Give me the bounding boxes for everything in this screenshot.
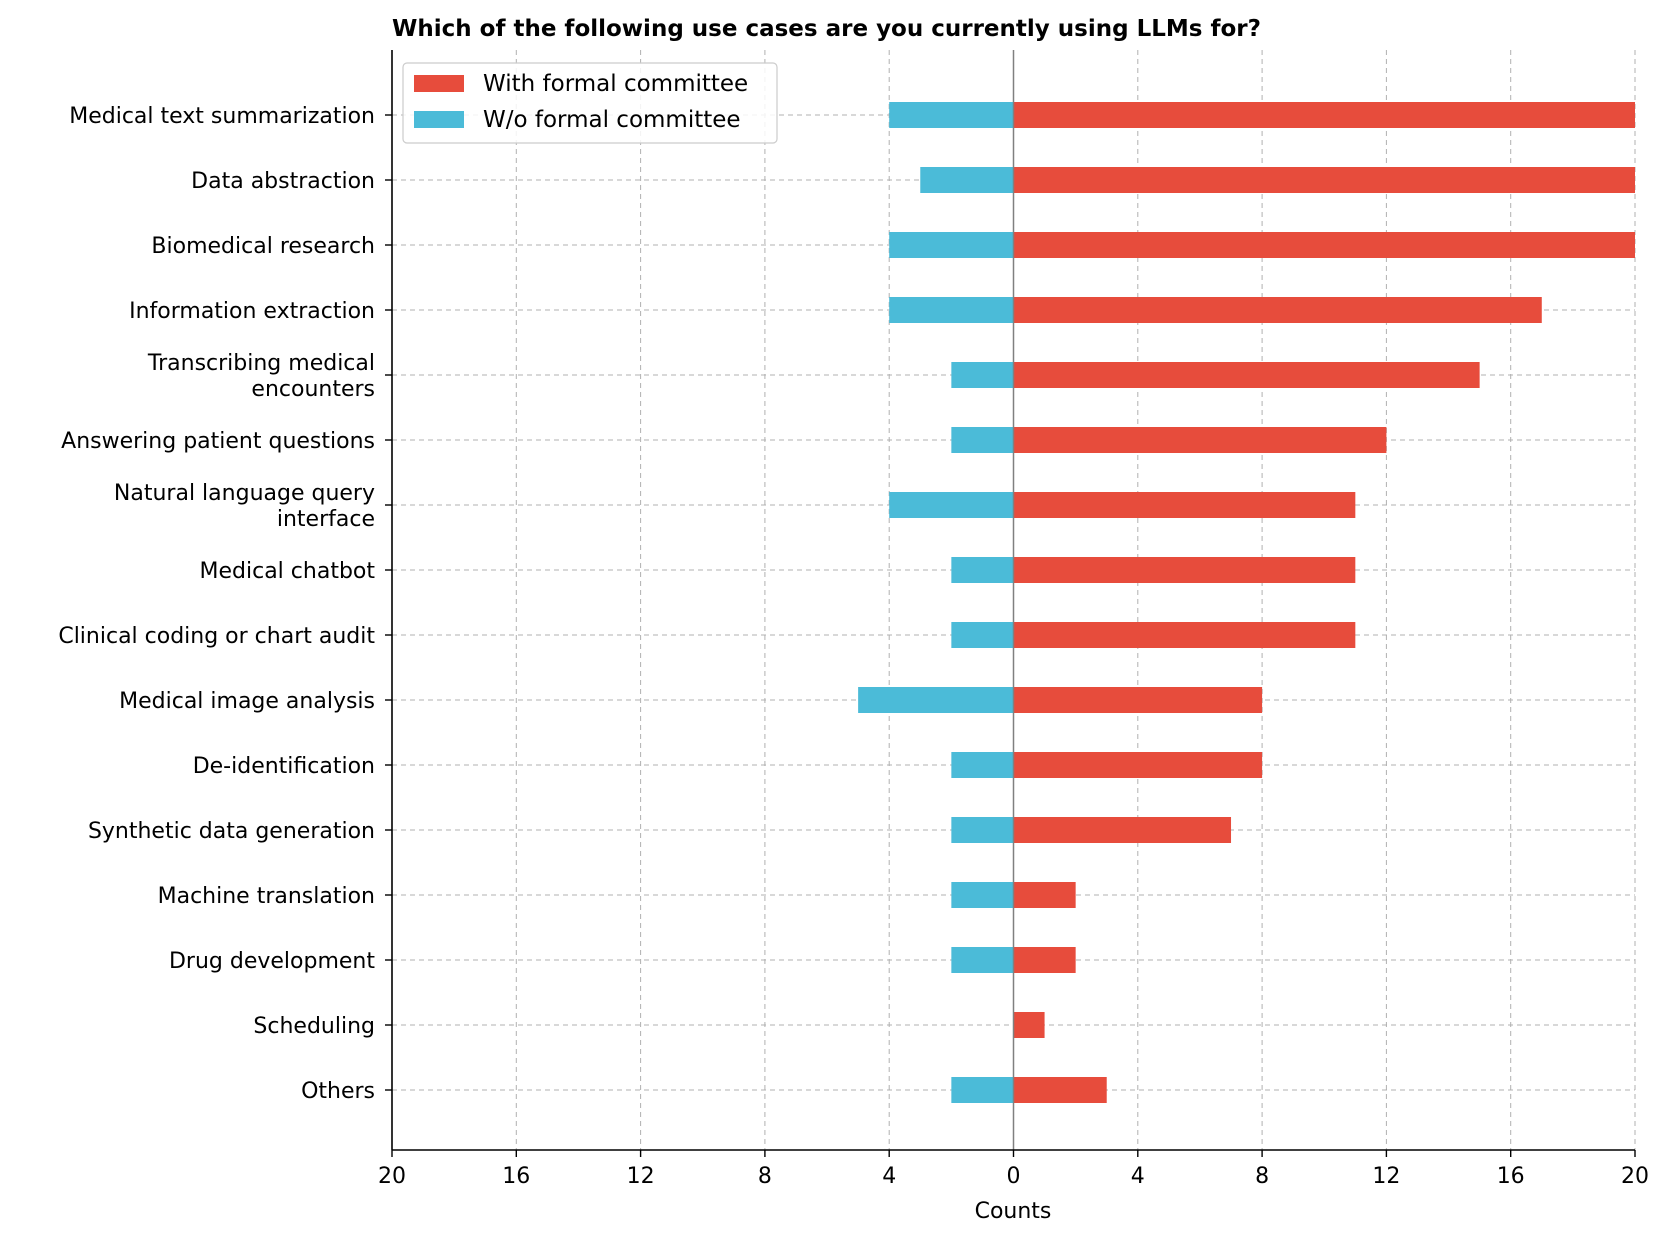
x-tick-label: 8 [1255,1164,1269,1189]
bar-with-committee [1013,817,1232,843]
x-tick-labels: 20 16 12 8 4 0 4 8 12 16 20 [378,1164,1649,1189]
category-label: Scheduling [253,1014,375,1039]
x-tick-label: 0 [1007,1164,1021,1189]
bar-with-committee [1013,297,1542,323]
category-labels: Medical text summarization Data abstracti… [58,104,375,1104]
x-tick-label: 4 [882,1164,896,1189]
category-label: Biomedical research [151,234,375,259]
category-label: Others [301,1079,375,1104]
bar-without-committee [951,622,1014,648]
bar-without-committee [951,1077,1014,1103]
category-label: Synthetic data generation [88,819,375,844]
x-tick-label: 20 [378,1164,406,1189]
bar-with-committee [1013,557,1356,583]
bar-without-committee [889,297,1014,323]
category-label: Medical image analysis [119,689,375,714]
bar-with-committee [1013,1012,1045,1038]
bar-without-committee [951,752,1014,778]
legend-swatch [414,111,464,128]
bar-with-committee [1013,427,1387,453]
bar-with-committee [1013,232,1635,258]
bar-with-committee [1013,492,1356,518]
category-label: Transcribing medical [147,351,375,376]
bar-with-committee [1013,752,1263,778]
x-tick-label: 12 [1372,1164,1400,1189]
legend: With formal committee W/o formal committe… [402,62,778,144]
category-label: interface [277,507,375,532]
legend-box [402,62,778,144]
bar-without-committee [951,557,1014,583]
bar-without-committee [858,687,1014,713]
category-label: Answering patient questions [61,429,375,454]
bar-without-committee [889,232,1014,258]
bar-with-committee [1013,687,1263,713]
bar-with-committee [1013,102,1635,128]
category-label: Drug development [169,949,375,974]
category-label: Machine translation [158,884,375,909]
category-label: encounters [251,377,375,402]
category-label: Medical chatbot [200,559,376,584]
x-tick-label: 20 [1621,1164,1649,1189]
x-tick-label: 12 [627,1164,655,1189]
bar-without-committee [920,167,1014,193]
x-tick-label: 16 [502,1164,530,1189]
axes-layer [385,50,1636,1157]
category-label: Data abstraction [191,169,375,194]
category-label: Information extraction [129,299,375,324]
bar-without-committee [889,492,1014,518]
bar-with-committee [1013,622,1356,648]
category-label: De-identification [193,754,375,779]
bar-without-committee [951,882,1014,908]
bar-without-committee [951,947,1014,973]
legend-swatch [414,75,464,92]
legend-label: With formal committee [483,71,748,97]
bar-without-committee [951,427,1014,453]
x-tick-label: 4 [1131,1164,1145,1189]
bar-without-committee [951,362,1014,388]
x-axis-label: Counts [975,1199,1052,1224]
x-tick-label: 16 [1497,1164,1525,1189]
bar-without-committee [951,817,1014,843]
bar-without-committee [889,102,1014,128]
chart-title: Which of the following use cases are you… [392,16,1261,42]
category-label: Natural language query [114,481,375,506]
legend-label: W/o formal committee [483,107,741,133]
bar-with-committee [1013,947,1076,973]
category-label: Clinical coding or chart audit [58,624,375,649]
bars-layer [858,102,1635,1103]
bar-with-committee [1013,882,1076,908]
category-label: Medical text summarization [69,104,375,129]
bar-with-committee [1013,362,1480,388]
x-tick-label: 8 [758,1164,772,1189]
bar-with-committee [1013,167,1635,193]
bar-with-committee [1013,1077,1107,1103]
